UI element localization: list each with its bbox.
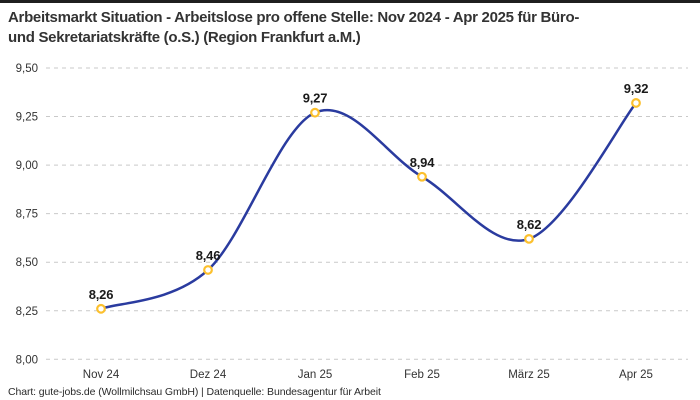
chart-title: Arbeitsmarkt Situation - Arbeitslose pro… — [8, 8, 579, 48]
data-point-marker[interactable] — [417, 171, 427, 182]
line-chart: 8,00 8,25 8,50 8,75 9,00 9,25 9,50 Nov 24 Dez 24… — [16, 63, 688, 381]
y-axis-tick-label: 8,50 — [16, 257, 38, 269]
y-axis-tick-label: 8,75 — [16, 209, 38, 221]
data-point-value-label: 9,32 — [624, 81, 649, 96]
x-axis-tick-label: Feb 25 — [404, 369, 440, 381]
data-point-marker[interactable] — [96, 303, 106, 314]
y-axis-tick-label: 9,00 — [16, 160, 38, 172]
chart-credit: Chart: gute-jobs.de (Wollmilchsau GmbH) … — [8, 386, 381, 398]
data-point-value-label: 8,62 — [517, 217, 542, 232]
data-point-marker[interactable] — [203, 265, 213, 275]
y-axis-tick-label: 9,25 — [16, 112, 38, 124]
x-axis-tick-label: Dez 24 — [190, 369, 227, 381]
data-point-value-label: 9,27 — [303, 91, 328, 106]
chart-title-line1: Arbeitsmarkt Situation - Arbeitslose pro… — [8, 9, 580, 26]
data-point-value-label: 8,26 — [89, 287, 114, 302]
x-axis-tick-label: Apr 25 — [619, 369, 653, 381]
data-point-marker[interactable] — [631, 98, 641, 108]
y-axis-tick-label: 9,50 — [16, 63, 38, 75]
y-axis-tick-label: 8,00 — [16, 354, 38, 366]
data-point-marker[interactable] — [524, 233, 534, 244]
series-line — [99, 101, 638, 311]
data-point-marker[interactable] — [310, 107, 320, 118]
y-axis-tick-label: 8,25 — [16, 306, 38, 318]
data-point-value-label: 8,46 — [196, 248, 221, 263]
chart-title-line2: und Sekretariatskräfte (o.S.) (Region Fr… — [8, 29, 361, 46]
data-point-value-label: 8,94 — [410, 155, 435, 170]
x-axis-tick-label: Nov 24 — [83, 369, 120, 381]
x-axis-tick-label: Jan 25 — [298, 369, 333, 381]
x-axis-tick-label: März 25 — [508, 369, 550, 381]
